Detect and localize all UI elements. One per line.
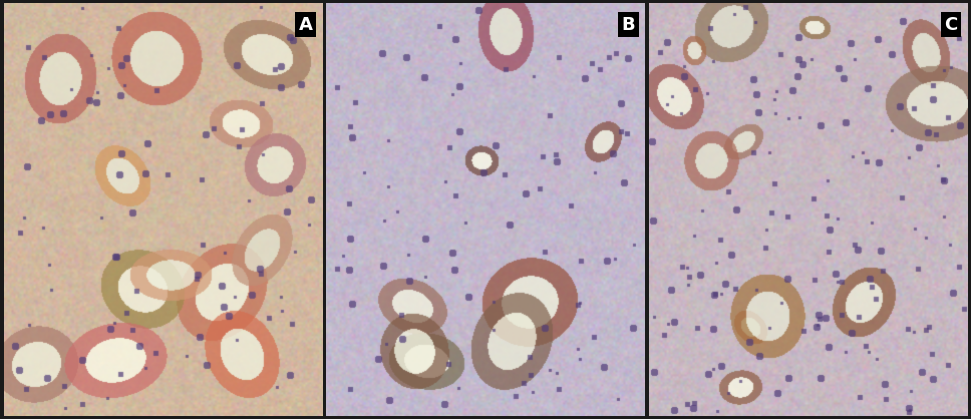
Text: B: B	[621, 16, 635, 34]
Text: C: C	[945, 16, 957, 34]
Text: A: A	[299, 16, 313, 34]
